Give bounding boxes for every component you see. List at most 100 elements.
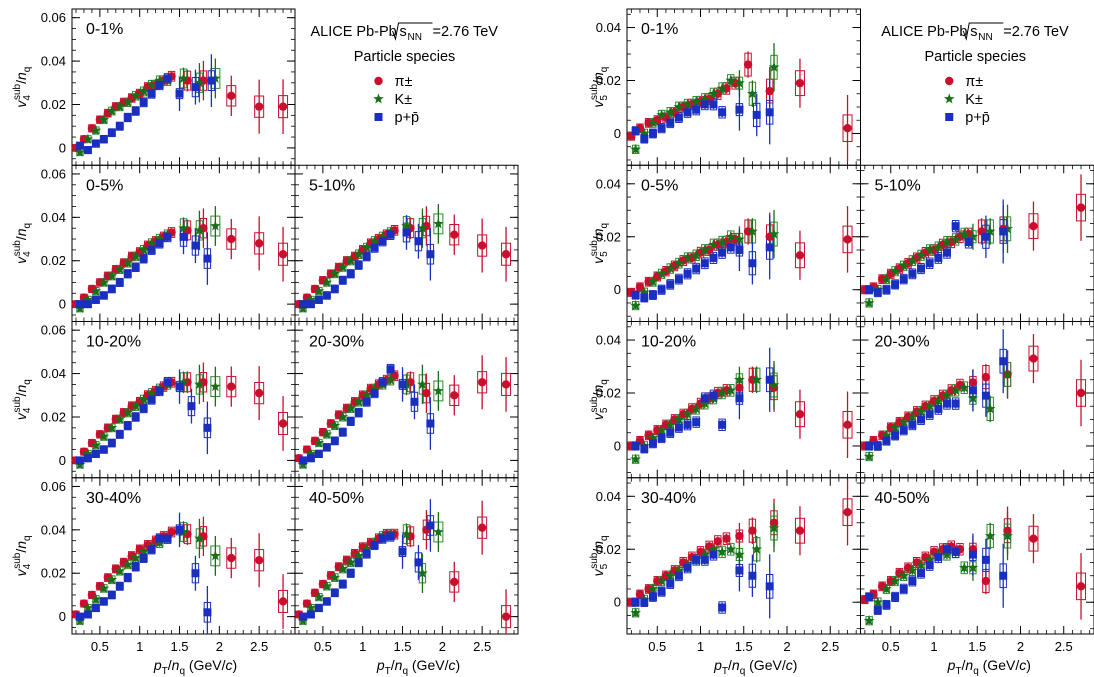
kaon-point <box>673 413 685 425</box>
proton-point <box>692 418 701 427</box>
proton-point <box>346 569 355 578</box>
pion-point <box>390 371 399 380</box>
kaon-point <box>82 133 94 144</box>
y-tick-label: 0.04 <box>596 489 621 504</box>
panel-label: 0-5% <box>641 177 678 194</box>
proton-point <box>648 592 657 601</box>
proton-point <box>657 587 666 596</box>
pion-point <box>278 419 288 428</box>
kaon-point <box>881 429 892 440</box>
proton-point <box>115 278 124 287</box>
kaon-point <box>915 405 927 417</box>
kaon-point <box>106 105 118 116</box>
kaon-point <box>751 374 763 385</box>
proton-point <box>942 545 951 554</box>
proton-point <box>882 600 891 609</box>
proton-point <box>999 571 1008 580</box>
x-tick-label: 1 <box>697 639 704 654</box>
legend-marker-pion <box>945 76 954 86</box>
legend-marker-proton <box>945 113 954 121</box>
proton-point <box>692 555 701 564</box>
x-tick-label: 1 <box>136 639 143 654</box>
kaon-point <box>708 239 719 250</box>
proton-point <box>123 573 132 582</box>
x-tick-label: 1.5 <box>968 639 986 654</box>
pion-point <box>254 556 264 565</box>
proton-point <box>917 415 926 424</box>
kaon-point <box>690 403 702 414</box>
kaon-point <box>90 593 102 604</box>
x-tick-label: 2 <box>439 639 446 654</box>
proton-point <box>155 534 164 543</box>
proton-point <box>735 105 744 114</box>
pion-point <box>227 234 236 244</box>
x-axis-title: pT/nq (GeV/c) <box>947 657 1031 677</box>
pion-point <box>1029 221 1038 231</box>
proton-point <box>163 534 172 543</box>
proton-point <box>765 243 774 252</box>
y-tick-label: 0.06 <box>41 479 66 494</box>
legend-title: ALICE Pb-Pb <box>311 24 397 40</box>
kaon-point <box>329 420 341 431</box>
panel-label: 30-40% <box>641 490 696 507</box>
kaon-point <box>630 453 641 464</box>
proton-point <box>934 553 943 562</box>
pion-point <box>843 235 852 244</box>
kaon-point <box>114 263 126 274</box>
kaon-point <box>881 583 892 594</box>
proton-point <box>123 113 132 122</box>
kaon-point <box>898 570 910 581</box>
proton-point <box>187 402 196 411</box>
x-tick-label: 1 <box>930 639 937 654</box>
pion-point <box>87 590 97 600</box>
kaon-point <box>98 276 110 287</box>
kaon-point <box>353 396 365 407</box>
proton-point <box>917 569 926 578</box>
proton-point <box>700 555 709 564</box>
pion-point <box>477 378 487 387</box>
proton-point <box>934 404 943 413</box>
pion-point <box>735 383 744 392</box>
proton-point <box>666 428 675 437</box>
legend: ALICE Pb-Pb s NN =2.76 TeV Particle species… <box>881 22 1069 126</box>
proton-point <box>718 108 727 117</box>
legend: ALICE Pb-Pb s NN =2.76 TeV Particle species… <box>311 22 498 126</box>
kaon-point <box>725 384 737 395</box>
kaon-point <box>725 543 737 554</box>
panel-label: 40-50% <box>309 490 364 507</box>
legend-marker-pion <box>374 76 383 86</box>
proton-point <box>107 128 116 137</box>
kaon-point <box>647 583 659 594</box>
kaon-point <box>401 528 412 539</box>
kaon-point <box>924 400 936 411</box>
kaon-point <box>122 558 134 570</box>
kaon-point <box>664 419 676 430</box>
proton-point <box>426 250 435 259</box>
kaon-point <box>699 398 711 409</box>
x-tick-label: 2 <box>216 639 223 654</box>
pion-point <box>981 576 991 586</box>
proton-point <box>631 291 640 300</box>
pion-point <box>1029 354 1038 363</box>
kaon-point <box>98 582 110 593</box>
kaon-point <box>734 233 745 244</box>
kaon-point <box>417 222 428 233</box>
proton-point <box>99 445 108 454</box>
kaon-point <box>122 96 134 107</box>
proton-point <box>981 391 990 400</box>
proton-point <box>91 139 100 148</box>
kaon-point <box>154 75 165 86</box>
v4-panel-20-30%: 20-30% <box>294 321 519 479</box>
proton-point <box>700 100 709 109</box>
kaon-point <box>889 265 901 276</box>
proton-point <box>692 105 701 114</box>
x-tick-label: 2 <box>1017 639 1024 654</box>
y-tick-label: 0 <box>614 126 621 141</box>
kaon-point <box>114 565 126 576</box>
legend-subtitle: Particle species <box>354 49 456 65</box>
kaon-point <box>734 77 745 88</box>
v4-panel-5-10%: 5-10% <box>294 164 519 322</box>
proton-point <box>925 561 934 570</box>
proton-point <box>908 577 917 586</box>
pion-point <box>254 102 264 111</box>
